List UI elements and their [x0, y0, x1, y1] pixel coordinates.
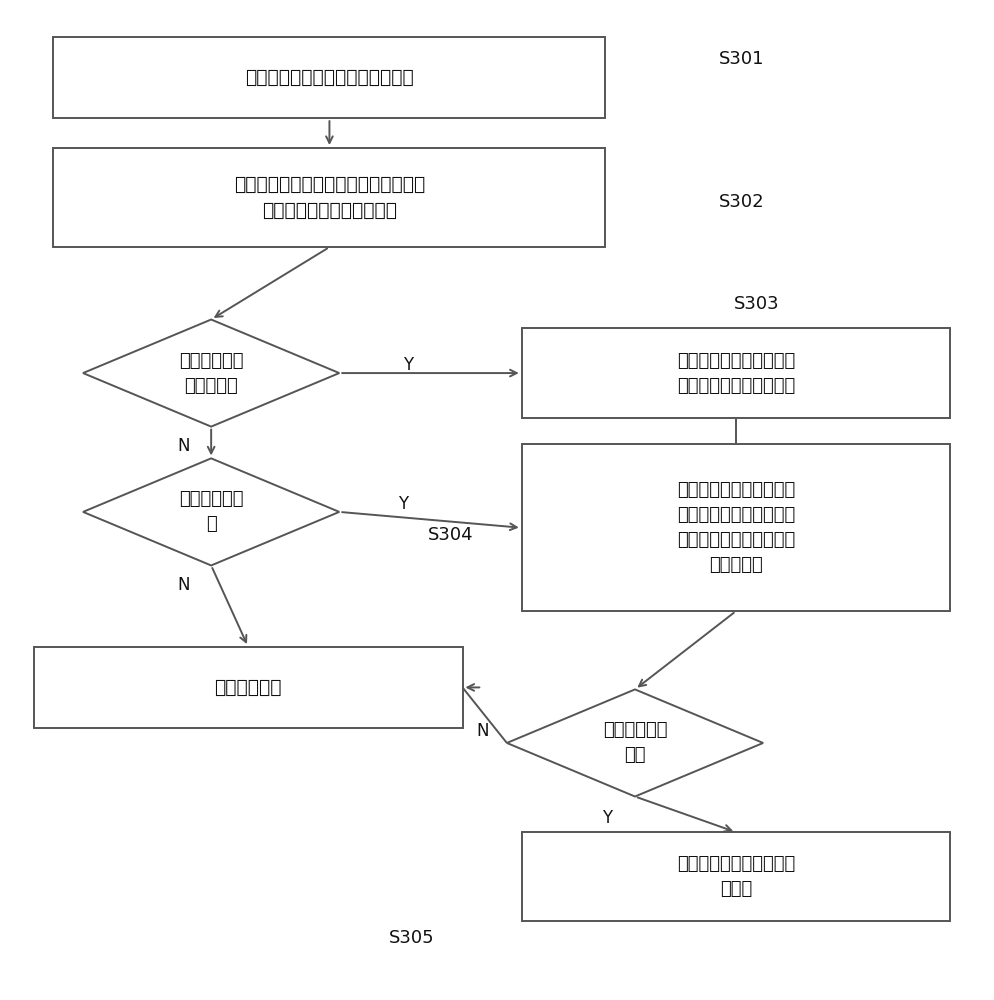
Text: N: N: [177, 576, 190, 594]
Text: N: N: [177, 437, 190, 455]
Text: Y: Y: [404, 356, 414, 374]
Text: Y: Y: [602, 809, 612, 827]
Text: S301: S301: [719, 50, 764, 68]
Text: S304: S304: [428, 526, 473, 544]
Bar: [522, 832, 950, 921]
Polygon shape: [83, 320, 339, 427]
Text: S302: S302: [719, 193, 764, 211]
Text: 光盘刻录缓存区中所述物
理地址对应位置更新数据: 光盘刻录缓存区中所述物 理地址对应位置更新数据: [677, 352, 795, 395]
Text: Y: Y: [399, 495, 409, 513]
Text: 接收前端主机发送的数据更新请求: 接收前端主机发送的数据更新请求: [246, 68, 414, 87]
Bar: [34, 647, 462, 728]
Text: N: N: [476, 722, 488, 740]
Text: 数据在光盘刻
录缓存区？: 数据在光盘刻 录缓存区？: [179, 352, 244, 395]
Text: 数据在读缓存
上？: 数据在读缓存 上？: [602, 721, 667, 764]
Text: 输出出错信息: 输出出错信息: [215, 678, 282, 697]
Bar: [522, 444, 950, 611]
Text: S305: S305: [389, 929, 434, 947]
Bar: [54, 148, 605, 247]
Bar: [54, 37, 605, 118]
Bar: [522, 328, 950, 418]
Text: 按照所述数据写入方法将
数据写入光盘，并标记标
记数据所在原光盘中的物
理地址作废: 按照所述数据写入方法将 数据写入光盘，并标记标 记数据所在原光盘中的物 理地址作…: [677, 481, 795, 574]
Text: 在读缓存器中相应位置更
新数据: 在读缓存器中相应位置更 新数据: [677, 855, 795, 898]
Polygon shape: [507, 689, 763, 797]
Text: 数据在光盘上
？: 数据在光盘上 ？: [179, 490, 244, 533]
Polygon shape: [83, 458, 339, 565]
Text: 根据所述数据更新请求查找数据分配表
，确定数据所在的物理地址: 根据所述数据更新请求查找数据分配表 ，确定数据所在的物理地址: [234, 175, 425, 220]
Text: S303: S303: [734, 295, 779, 313]
